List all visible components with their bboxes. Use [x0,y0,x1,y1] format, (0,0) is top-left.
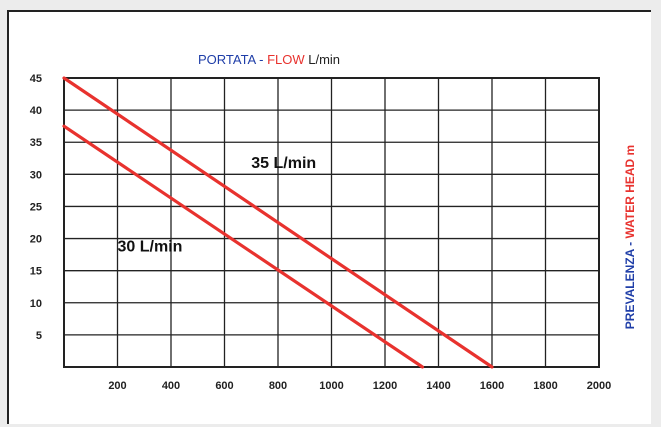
x-tick-label-2000: 2000 [587,380,611,392]
x-tick-label-600: 600 [215,380,233,392]
y-tick-label-25: 25 [30,201,42,213]
y-tick-label-5: 5 [36,330,42,342]
chart-annotations: 35 L/min 30 L/min [118,155,317,255]
x-tick-label-1600: 1600 [480,380,504,392]
y-tick-label-35: 35 [30,137,42,149]
x-tick-label-200: 200 [108,380,126,392]
x-tick-label-1200: 1200 [373,380,397,392]
y-tick-label-10: 10 [30,298,42,310]
y-tick-label-30: 30 [30,169,42,181]
chart-grid [63,77,600,368]
series-annotation-1: 30 L/min [118,238,183,255]
x-tick-label-1000: 1000 [319,380,343,392]
x-axis-ticks: 200 400 600 800 1000 1200 1400 1600 1800 2000 [108,380,611,392]
x-tick-label-1400: 1400 [426,380,450,392]
series-line-1 [62,124,425,369]
y-tick-label-40: 40 [30,105,42,117]
chart-title: PORTATA - FLOW L/min [198,52,340,67]
chart-title-part-2: L/min [305,52,340,67]
x-tick-label-800: 800 [269,380,287,392]
x-tick-label-1800: 1800 [533,380,557,392]
chart-title-part-0: PORTATA - [198,52,267,67]
flow-head-chart: PORTATA - FLOW L/min 200 400 600 800 1000 120… [30,52,637,392]
y-axis-label-part-1: WATER HEAD m [623,145,637,239]
y-tick-label-15: 15 [30,266,42,278]
x-tick-label-400: 400 [162,380,180,392]
y-tick-label-20: 20 [30,234,42,246]
y-axis-label: PREVALENZA - WATER HEAD m [623,145,637,329]
chart-series [62,76,494,369]
series-annotation-0: 35 L/min [251,155,316,172]
chart-panel: PORTATA - FLOW L/min 200 400 600 800 1000 120… [7,10,651,424]
y-tick-label-45: 45 [30,73,42,85]
series-line-0 [62,76,494,369]
y-axis-ticks: 5 10 15 20 25 30 35 40 45 [30,73,42,342]
y-axis-label-part-0: PREVALENZA - [623,239,637,330]
chart-title-part-1: FLOW [267,52,305,67]
